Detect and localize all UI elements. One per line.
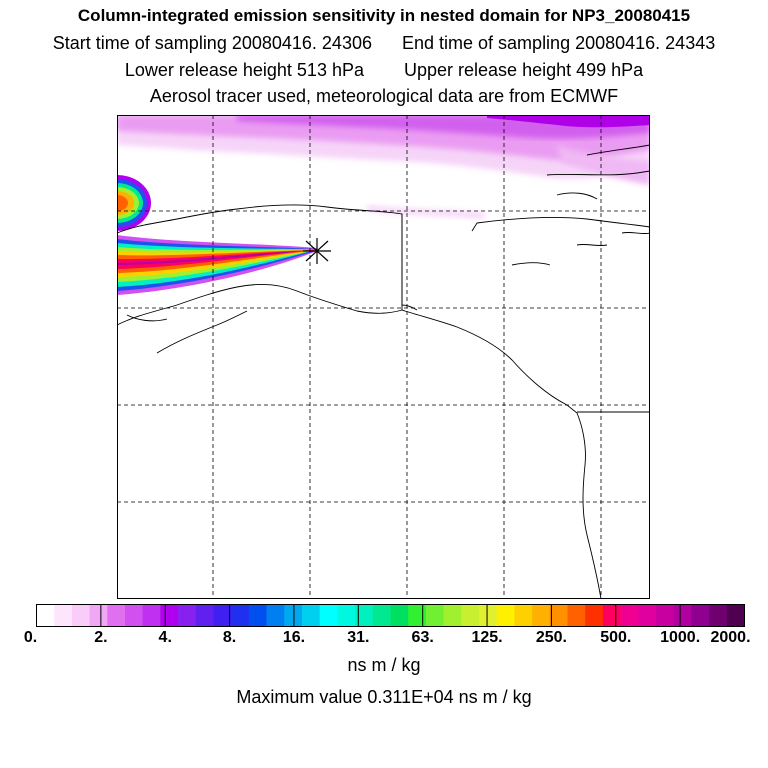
release-heights: Lower release height 513 hPa Upper relea… — [0, 60, 768, 81]
colorbar-units: ns m / kg — [347, 655, 421, 675]
colorbar-cell — [726, 604, 745, 627]
colorbar-cell — [514, 604, 533, 627]
northern-sensitivity-band — [117, 115, 650, 219]
upper-release-height: Upper release height 499 hPa — [404, 60, 644, 80]
map-panel — [117, 115, 650, 599]
release-plume — [117, 235, 317, 295]
map-background — [117, 115, 650, 599]
colorbar-cell — [266, 604, 285, 627]
maximum-value: Maximum value 0.311E+04 ns m / kg — [236, 687, 532, 707]
colorbar-label: 8. — [222, 629, 237, 646]
map-title: Column-integrated emission sensitivity i… — [77, 6, 691, 25]
colorbar-cell — [178, 604, 197, 627]
colorbar-cell — [602, 604, 621, 627]
colorbar-cell — [142, 604, 161, 627]
colorbar-cell — [709, 604, 728, 627]
lower-release-height: Lower release height 513 hPa — [124, 60, 364, 80]
colorbar-cell — [337, 604, 356, 627]
map-frame — [117, 115, 650, 599]
colorbar-cell — [319, 604, 338, 627]
colorbar-cell — [107, 604, 126, 627]
colorbar-cell — [248, 604, 267, 627]
end-time: End time of sampling 20080416. 24343 — [402, 33, 716, 53]
release-point-marker — [303, 238, 331, 264]
colorbar-label: 63. — [411, 629, 434, 646]
tracer-info: Aerosol tracer used, meteorological data… — [149, 86, 619, 106]
colorbar-cell — [496, 604, 515, 627]
colorbar-cell — [231, 604, 250, 627]
colorbar-cell — [36, 604, 55, 627]
colorbar-cell — [125, 604, 143, 627]
colorbar-cell — [372, 604, 391, 627]
colorbar-cell — [461, 604, 480, 627]
colorbar-cell — [302, 604, 320, 627]
colorbar-label: 0. — [23, 629, 38, 646]
colorbar-cell — [54, 604, 73, 627]
colorbar-cell — [656, 604, 674, 627]
colorbar-label: 4. — [158, 629, 172, 646]
colorbar-label: 125. — [471, 629, 503, 646]
colorbar-cell — [479, 604, 497, 627]
colorbar-cell — [390, 604, 409, 627]
colorbar-cell — [638, 604, 657, 627]
colorbar-label: 1000. — [660, 629, 701, 646]
colorbar-cell — [443, 604, 462, 627]
colorbar-cell — [567, 604, 586, 627]
colorbar-label: 250. — [535, 629, 567, 646]
colorbar-cell — [585, 604, 604, 627]
colorbar — [36, 604, 745, 627]
colorbar-cell — [355, 604, 374, 627]
colorbar-cell — [425, 604, 444, 627]
sampling-times: Start time of sampling 20080416. 24306 E… — [0, 33, 768, 54]
colorbar-cell — [549, 604, 568, 627]
coastlines — [117, 144, 650, 599]
colorbar-cell — [213, 604, 232, 627]
colorbar-cell — [620, 604, 639, 627]
colorbar-cell — [532, 604, 551, 627]
colorbar-label: 2. — [94, 629, 108, 646]
colorbar-label: 16. — [282, 629, 306, 646]
colorbar-cell — [691, 604, 710, 627]
colorbar-cell — [89, 604, 108, 627]
colorbar-cell — [71, 604, 90, 627]
colorbar-cell — [284, 604, 303, 627]
colorbar-label: 31. — [347, 629, 370, 646]
colorbar-cell — [408, 604, 427, 627]
colorbar-label: 500. — [600, 629, 632, 646]
start-time: Start time of sampling 20080416. 24306 — [52, 33, 372, 53]
colorbar-cell — [673, 604, 692, 627]
political-borders — [401, 214, 650, 413]
graticule — [117, 115, 650, 599]
colorbar-cell — [195, 604, 214, 627]
colorbar-label: 2000. — [710, 629, 751, 646]
colorbar-cell — [160, 604, 179, 627]
